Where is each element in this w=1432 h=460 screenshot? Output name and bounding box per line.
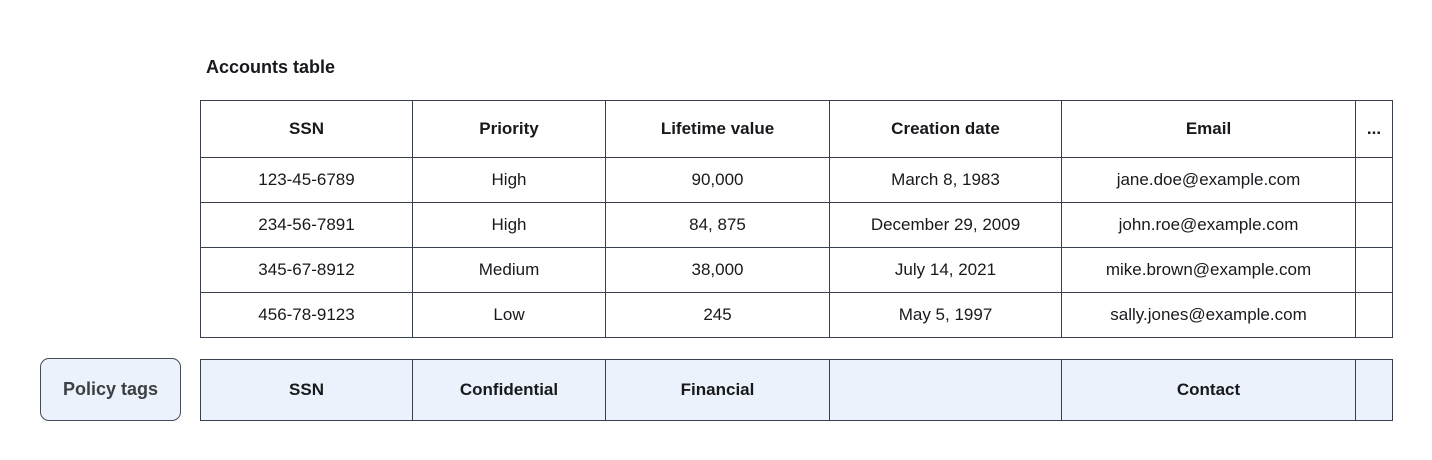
table-cell: High xyxy=(412,157,606,203)
policy-tag-cell: Confidential xyxy=(412,359,606,421)
accounts-table: SSN Priority Lifetime value Creation date Em… xyxy=(200,100,1393,338)
accounts-table-body: 123-45-6789 High 90,000 March 8, 1983 jane.d… xyxy=(200,157,1393,338)
table-cell: 234-56-7891 xyxy=(200,202,413,248)
column-header-priority: Priority xyxy=(412,100,606,158)
column-header-more: ... xyxy=(1355,100,1393,158)
table-row: 345-67-8912 Medium 38,000 July 14, 2021 mike… xyxy=(200,247,1393,293)
table-cell: 90,000 xyxy=(605,157,830,203)
column-header-lifetime-value: Lifetime value xyxy=(605,100,830,158)
table-cell: jane.doe@example.com xyxy=(1061,157,1356,203)
table-cell: July 14, 2021 xyxy=(829,247,1062,293)
table-cell: 345-67-8912 xyxy=(200,247,413,293)
column-header-creation-date: Creation date xyxy=(829,100,1062,158)
policy-tag-cell-empty xyxy=(1355,359,1393,421)
table-cell: May 5, 1997 xyxy=(829,292,1062,338)
table-cell: john.roe@example.com xyxy=(1061,202,1356,248)
table-cell: December 29, 2009 xyxy=(829,202,1062,248)
table-cell xyxy=(1355,292,1393,338)
table-cell xyxy=(1355,202,1393,248)
accounts-table-title: Accounts table xyxy=(206,57,336,77)
table-cell: March 8, 1983 xyxy=(829,157,1062,203)
table-cell: 84, 875 xyxy=(605,202,830,248)
policy-tags-row: SSN Confidential Financial Contact xyxy=(200,359,1393,421)
policy-tags-table: SSN Confidential Financial Contact xyxy=(200,359,1393,421)
table-cell: 123-45-6789 xyxy=(200,157,413,203)
table-cell: 456-78-9123 xyxy=(200,292,413,338)
table-cell: High xyxy=(412,202,606,248)
table-cell: Low xyxy=(412,292,606,338)
policy-tags-button[interactable]: Policy tags xyxy=(40,358,181,421)
accounts-header-row: SSN Priority Lifetime value Creation date Em… xyxy=(200,100,1393,158)
policy-tag-cell-empty xyxy=(829,359,1062,421)
table-cell: Medium xyxy=(412,247,606,293)
table-row: 234-56-7891 High 84, 875 December 29, 2009 j… xyxy=(200,202,1393,248)
table-cell xyxy=(1355,157,1393,203)
table-cell: mike.brown@example.com xyxy=(1061,247,1356,293)
table-cell: 38,000 xyxy=(605,247,830,293)
column-header-email: Email xyxy=(1061,100,1356,158)
policy-tag-cell: Financial xyxy=(605,359,830,421)
column-header-ssn: SSN xyxy=(200,100,413,158)
policy-tag-cell: Contact xyxy=(1061,359,1356,421)
table-cell xyxy=(1355,247,1393,293)
table-cell: 245 xyxy=(605,292,830,338)
table-cell: sally.jones@example.com xyxy=(1061,292,1356,338)
table-row: 456-78-9123 Low 245 May 5, 1997 sally.jones@… xyxy=(200,292,1393,338)
table-row: 123-45-6789 High 90,000 March 8, 1983 jane.d… xyxy=(200,157,1393,203)
policy-tag-cell: SSN xyxy=(200,359,413,421)
